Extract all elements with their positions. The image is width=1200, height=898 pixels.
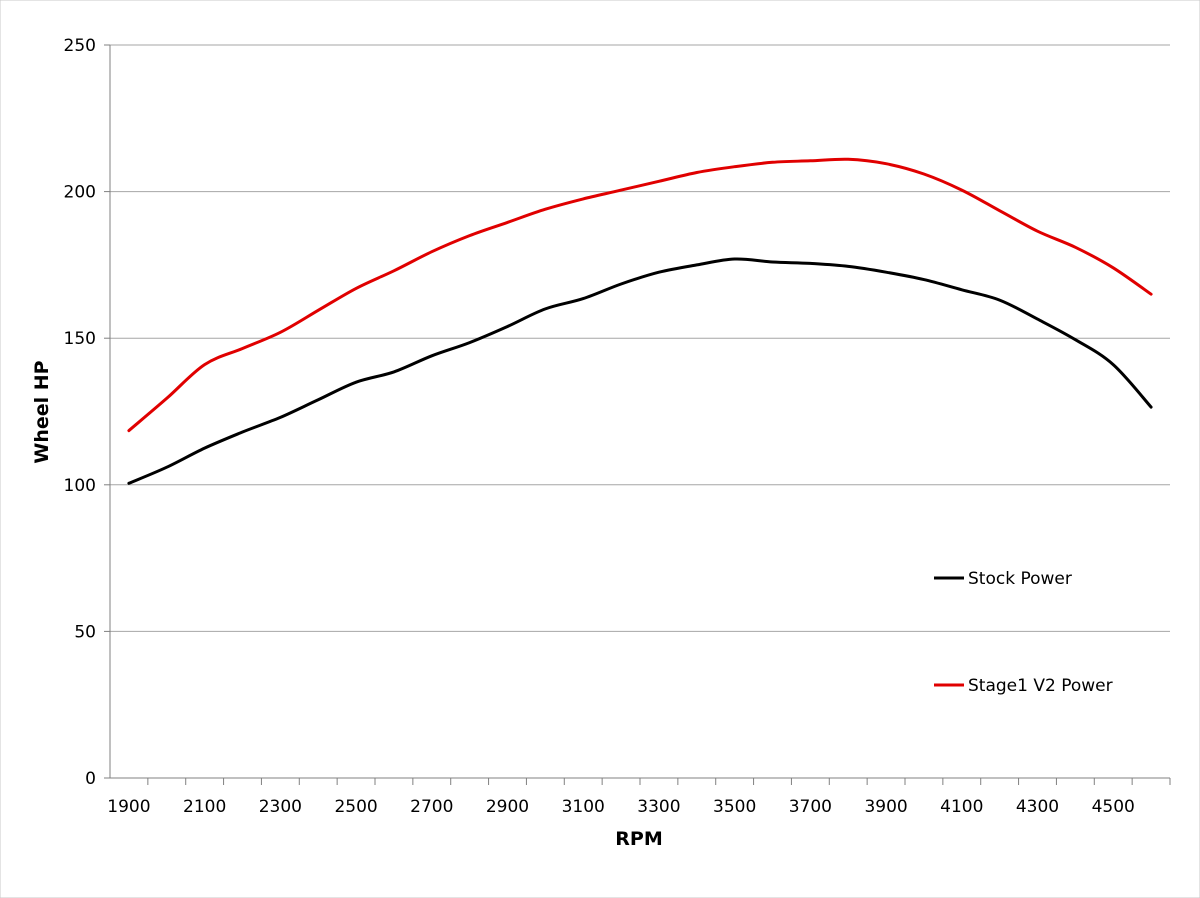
x-tick-label: 3900	[864, 797, 907, 817]
x-tick-label: 2500	[334, 797, 377, 817]
x-tick-label: 1900	[107, 797, 150, 817]
x-tick-label: 3100	[562, 797, 605, 817]
x-tick-label: 2700	[410, 797, 453, 817]
y-tick-label: 50	[74, 622, 96, 642]
x-tick-label: 3700	[789, 797, 832, 817]
x-tick-label: 2900	[486, 797, 529, 817]
x-tick-label: 4300	[1016, 797, 1059, 817]
legend-label-stock: Stock Power	[968, 569, 1072, 589]
y-axis-title: Wheel HP	[31, 360, 53, 463]
y-tick-label: 250	[64, 36, 96, 56]
y-tick-label: 150	[64, 329, 96, 349]
series-line-stock-power	[127, 257, 1153, 485]
y-tick-label: 0	[85, 769, 96, 789]
x-tick-label: 4500	[1092, 797, 1135, 817]
legend-label-stage1: Stage1 V2 Power	[968, 676, 1113, 696]
x-axis-title: RPM	[615, 828, 662, 850]
series-lines	[127, 157, 1153, 485]
x-tick-label: 2100	[183, 797, 226, 817]
x-tick-label: 3300	[637, 797, 680, 817]
series-line-stage1-v2-power	[127, 157, 1153, 433]
axes: 0 50 100 150 200 250 1900 2100 2300 2500 2700 2900 3…	[64, 36, 1171, 817]
gridlines	[110, 44, 1170, 632]
y-tick-label: 200	[64, 183, 96, 203]
x-tick-label: 4100	[940, 797, 983, 817]
x-tick-label: 2300	[259, 797, 302, 817]
y-tick-label: 100	[64, 476, 96, 496]
x-tick-label: 3500	[713, 797, 756, 817]
legend: Stock Power Stage1 V2 Power	[934, 569, 1113, 696]
